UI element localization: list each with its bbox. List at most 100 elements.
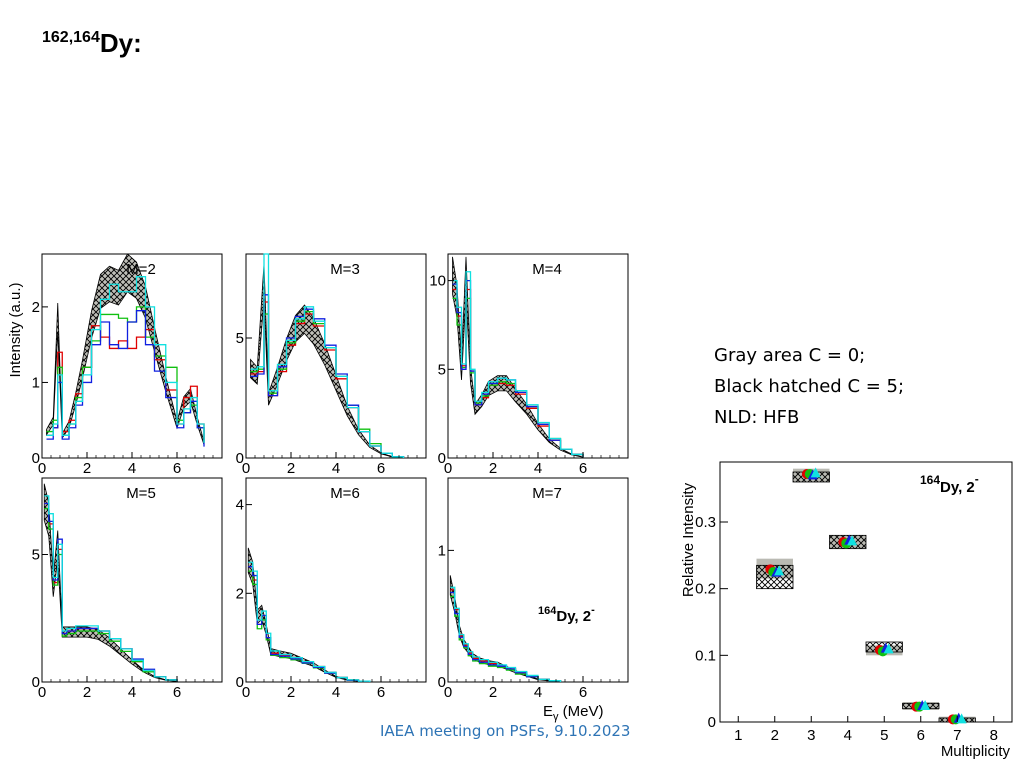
x-tick-label: 6 xyxy=(579,460,587,477)
marker-cyan xyxy=(810,467,821,478)
legend-notes: Gray area C = 0; Black hatched C = 5; NL… xyxy=(714,340,904,433)
x-tick-label: 2 xyxy=(83,460,91,477)
footer-meeting: IAEA meeting on PSFs, 9.10.2023 xyxy=(380,722,631,740)
x-tick-label: 1 xyxy=(734,727,742,744)
x-tick-label: 0 xyxy=(242,460,250,477)
y-tick-label: 2 xyxy=(32,299,40,316)
series-line-cyan xyxy=(250,253,405,458)
x-tick-label: 2 xyxy=(489,684,497,701)
annotation-text: Dy, 2 xyxy=(556,608,591,625)
title-mass: 164 xyxy=(920,473,940,487)
x-tick-label: 0 xyxy=(242,684,250,701)
spectrum-panel-5: 0 2 4 6 0 2 4 M=6 xyxy=(236,477,427,701)
annotation-mass: 164 xyxy=(538,605,557,617)
band-hatched xyxy=(250,263,404,459)
panel-title: M=4 xyxy=(532,261,562,278)
x-tick-label: 2 xyxy=(287,684,295,701)
y-tick-label: 0.2 xyxy=(695,581,716,598)
isotope-annotation: 164Dy, 2- xyxy=(538,604,595,625)
isotope-mass: 162,164 xyxy=(42,29,100,46)
series-line-cyan xyxy=(248,561,371,682)
x-axis-label: Eγ (MeV) xyxy=(543,703,604,723)
x-tick-label: 8 xyxy=(990,727,998,744)
chart-frame xyxy=(719,461,1013,723)
x-tick-label: 2 xyxy=(83,684,91,701)
x-tick-label: 0 xyxy=(444,460,452,477)
marker-cyan xyxy=(847,535,858,546)
y-tick-label: 5 xyxy=(236,330,244,347)
hatch-band-m2 xyxy=(756,564,794,590)
x-tick-label: 0 xyxy=(38,460,46,477)
x-tick-label: 6 xyxy=(173,684,181,701)
y-tick-label: 1 xyxy=(438,542,446,559)
y-tick-label: 5 xyxy=(438,361,446,378)
x-tick-label: 4 xyxy=(128,460,136,477)
x-tick-label: 0 xyxy=(38,684,46,701)
x-tick-label: 4 xyxy=(844,727,852,744)
chart-title: 164Dy, 2- xyxy=(920,472,979,496)
annotation-parity: - xyxy=(591,604,595,616)
panel-title: M=5 xyxy=(126,485,156,502)
y-tick-label: 2 xyxy=(236,585,244,602)
panel-frame xyxy=(41,477,223,683)
x-tick-label: 5 xyxy=(880,727,888,744)
y-axis-label: Intensity (a.u.) xyxy=(7,282,24,377)
y-tick-label: 0.1 xyxy=(695,647,716,664)
note-hatched: Black hatched C = 5; xyxy=(714,376,905,397)
panel-frame xyxy=(245,477,427,683)
series-line-cyan xyxy=(452,271,584,458)
x-tick-label: 6 xyxy=(377,460,385,477)
y-tick-label: 0.3 xyxy=(695,514,716,531)
x-tick-label: 6 xyxy=(579,684,587,701)
note-nld: NLD: HFB xyxy=(714,407,800,428)
panel-title: M=6 xyxy=(330,485,360,502)
band-hatched xyxy=(449,575,561,683)
y-tick-label: 5 xyxy=(32,547,40,564)
element-symbol: Dy: xyxy=(99,28,142,58)
spectrum-panel-3: 0 2 4 6 0 5 10 M=4 xyxy=(429,253,629,477)
x-tick-label: 6 xyxy=(917,727,925,744)
title-text: Dy, 2 xyxy=(940,479,975,496)
panel-title: M=2 xyxy=(126,261,156,278)
x-tick-label: 2 xyxy=(489,460,497,477)
x-tick-label: 4 xyxy=(534,460,542,477)
spectrum-panel-4: 0 2 4 6 0 5 M=5 xyxy=(32,477,223,701)
spectrum-panel-2: 0 2 4 6 0 5 M=3 xyxy=(236,253,427,477)
marker-cyan xyxy=(920,700,931,710)
x-tick-label: 4 xyxy=(128,684,136,701)
panel-title: M=7 xyxy=(532,485,562,502)
slide-title: 162,164Dy: xyxy=(42,28,142,59)
x-label-energy: E xyxy=(543,703,553,720)
x-tick-label: 6 xyxy=(173,460,181,477)
title-parity: - xyxy=(975,472,979,486)
x-tick-label: 4 xyxy=(332,684,340,701)
x-axis-label: Multiplicity xyxy=(941,743,1011,760)
series-line-cyan xyxy=(44,495,178,682)
x-tick-label: 0 xyxy=(444,684,452,701)
x-tick-label: 2 xyxy=(287,460,295,477)
note-gray-area: Gray area C = 0; xyxy=(714,345,866,366)
y-tick-label: 1 xyxy=(32,374,40,391)
y-tick-label: 4 xyxy=(236,497,244,514)
spectrum-panel-6: 0 2 4 6 0 1 M=7 164Dy, 2- Eγ (MeV) xyxy=(438,477,629,723)
panel-frame xyxy=(447,477,629,683)
y-tick-label: 10 xyxy=(429,273,446,290)
x-label-gamma: γ xyxy=(553,711,559,723)
y-axis-label: Relative Intensity xyxy=(680,482,697,597)
x-tick-label: 7 xyxy=(953,727,961,744)
y-tick-label: 0 xyxy=(708,714,716,731)
x-label-unit: (MeV) xyxy=(559,703,604,720)
x-tick-label: 6 xyxy=(377,684,385,701)
panel-title: M=3 xyxy=(330,261,360,278)
marker-cyan xyxy=(883,643,894,654)
y-tick-label: 0 xyxy=(236,674,244,691)
series-line-cyan xyxy=(46,276,205,443)
spectrum-panel-1: 0 2 4 6 0 1 2 M=2 Intensity (a.u.) xyxy=(7,253,223,477)
x-tick-label: 2 xyxy=(771,727,779,744)
y-tick-label: 0 xyxy=(32,450,40,467)
marker-cyan xyxy=(774,565,785,576)
x-tick-label: 4 xyxy=(332,460,340,477)
y-tick-label: 0 xyxy=(438,450,446,467)
y-tick-label: 0 xyxy=(236,450,244,467)
multiplicity-chart: 1 2 3 4 5 6 7 8 0 0.1 0.2 0.3 Multiplicity Relative I… xyxy=(680,461,1013,760)
